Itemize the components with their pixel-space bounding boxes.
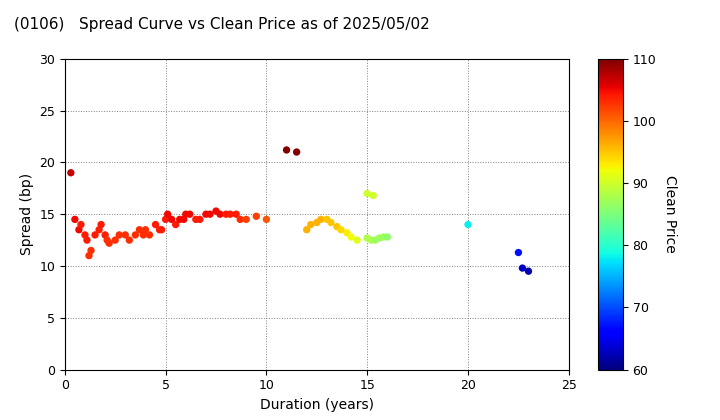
Point <box>178 216 189 223</box>
Point <box>99 231 111 238</box>
Point <box>204 211 216 218</box>
Point <box>124 237 135 244</box>
Point <box>170 221 181 228</box>
Point <box>291 149 302 155</box>
Point <box>251 213 262 220</box>
Point <box>144 231 156 238</box>
Point <box>94 226 105 233</box>
Point <box>366 237 377 244</box>
Point <box>225 211 236 218</box>
Point <box>138 231 149 238</box>
Point <box>523 268 534 275</box>
Point <box>321 216 333 223</box>
Point <box>81 237 93 244</box>
Point <box>156 226 167 233</box>
Point <box>73 226 85 233</box>
Point <box>331 223 343 230</box>
Point <box>305 221 317 228</box>
Point <box>134 226 145 233</box>
Text: (0106)   Spread Curve vs Clean Price as of 2025/05/02: (0106) Spread Curve vs Clean Price as of… <box>14 17 430 32</box>
Point <box>311 219 323 226</box>
Point <box>95 221 107 228</box>
Point <box>325 219 337 226</box>
Point <box>315 216 327 223</box>
Point <box>69 216 81 223</box>
Point <box>281 147 292 153</box>
Point <box>114 231 125 238</box>
Point <box>166 216 177 223</box>
Point <box>190 216 202 223</box>
Y-axis label: Spread (bp): Spread (bp) <box>19 173 34 255</box>
Point <box>341 229 353 236</box>
Point <box>154 226 166 233</box>
Point <box>194 216 206 223</box>
Point <box>210 208 222 215</box>
Point <box>84 252 95 259</box>
Point <box>462 221 474 228</box>
Point <box>120 231 131 238</box>
Point <box>361 235 373 242</box>
Point <box>513 249 524 256</box>
Point <box>160 216 171 223</box>
Point <box>180 211 192 218</box>
Y-axis label: Clean Price: Clean Price <box>663 175 678 253</box>
Point <box>240 216 252 223</box>
Point <box>361 190 373 197</box>
Point <box>79 231 91 238</box>
Point <box>367 192 379 199</box>
Point <box>109 237 121 244</box>
Point <box>75 221 86 228</box>
Point <box>336 226 347 233</box>
Point <box>346 234 357 240</box>
Point <box>301 226 312 233</box>
Point <box>104 240 115 247</box>
Point <box>377 234 389 240</box>
Point <box>102 237 113 244</box>
Point <box>351 237 363 244</box>
Point <box>162 211 174 218</box>
Point <box>140 226 151 233</box>
Point <box>382 234 393 240</box>
Point <box>220 211 232 218</box>
Point <box>261 216 272 223</box>
Point <box>235 216 246 223</box>
Point <box>369 237 381 244</box>
Point <box>374 235 385 242</box>
Point <box>85 247 96 254</box>
Point <box>517 265 528 271</box>
Point <box>215 211 226 218</box>
Point <box>200 211 212 218</box>
X-axis label: Duration (years): Duration (years) <box>260 398 374 412</box>
Point <box>230 211 242 218</box>
Point <box>184 211 196 218</box>
Point <box>65 169 76 176</box>
Point <box>130 231 141 238</box>
Point <box>174 216 186 223</box>
Point <box>89 231 101 238</box>
Point <box>150 221 161 228</box>
